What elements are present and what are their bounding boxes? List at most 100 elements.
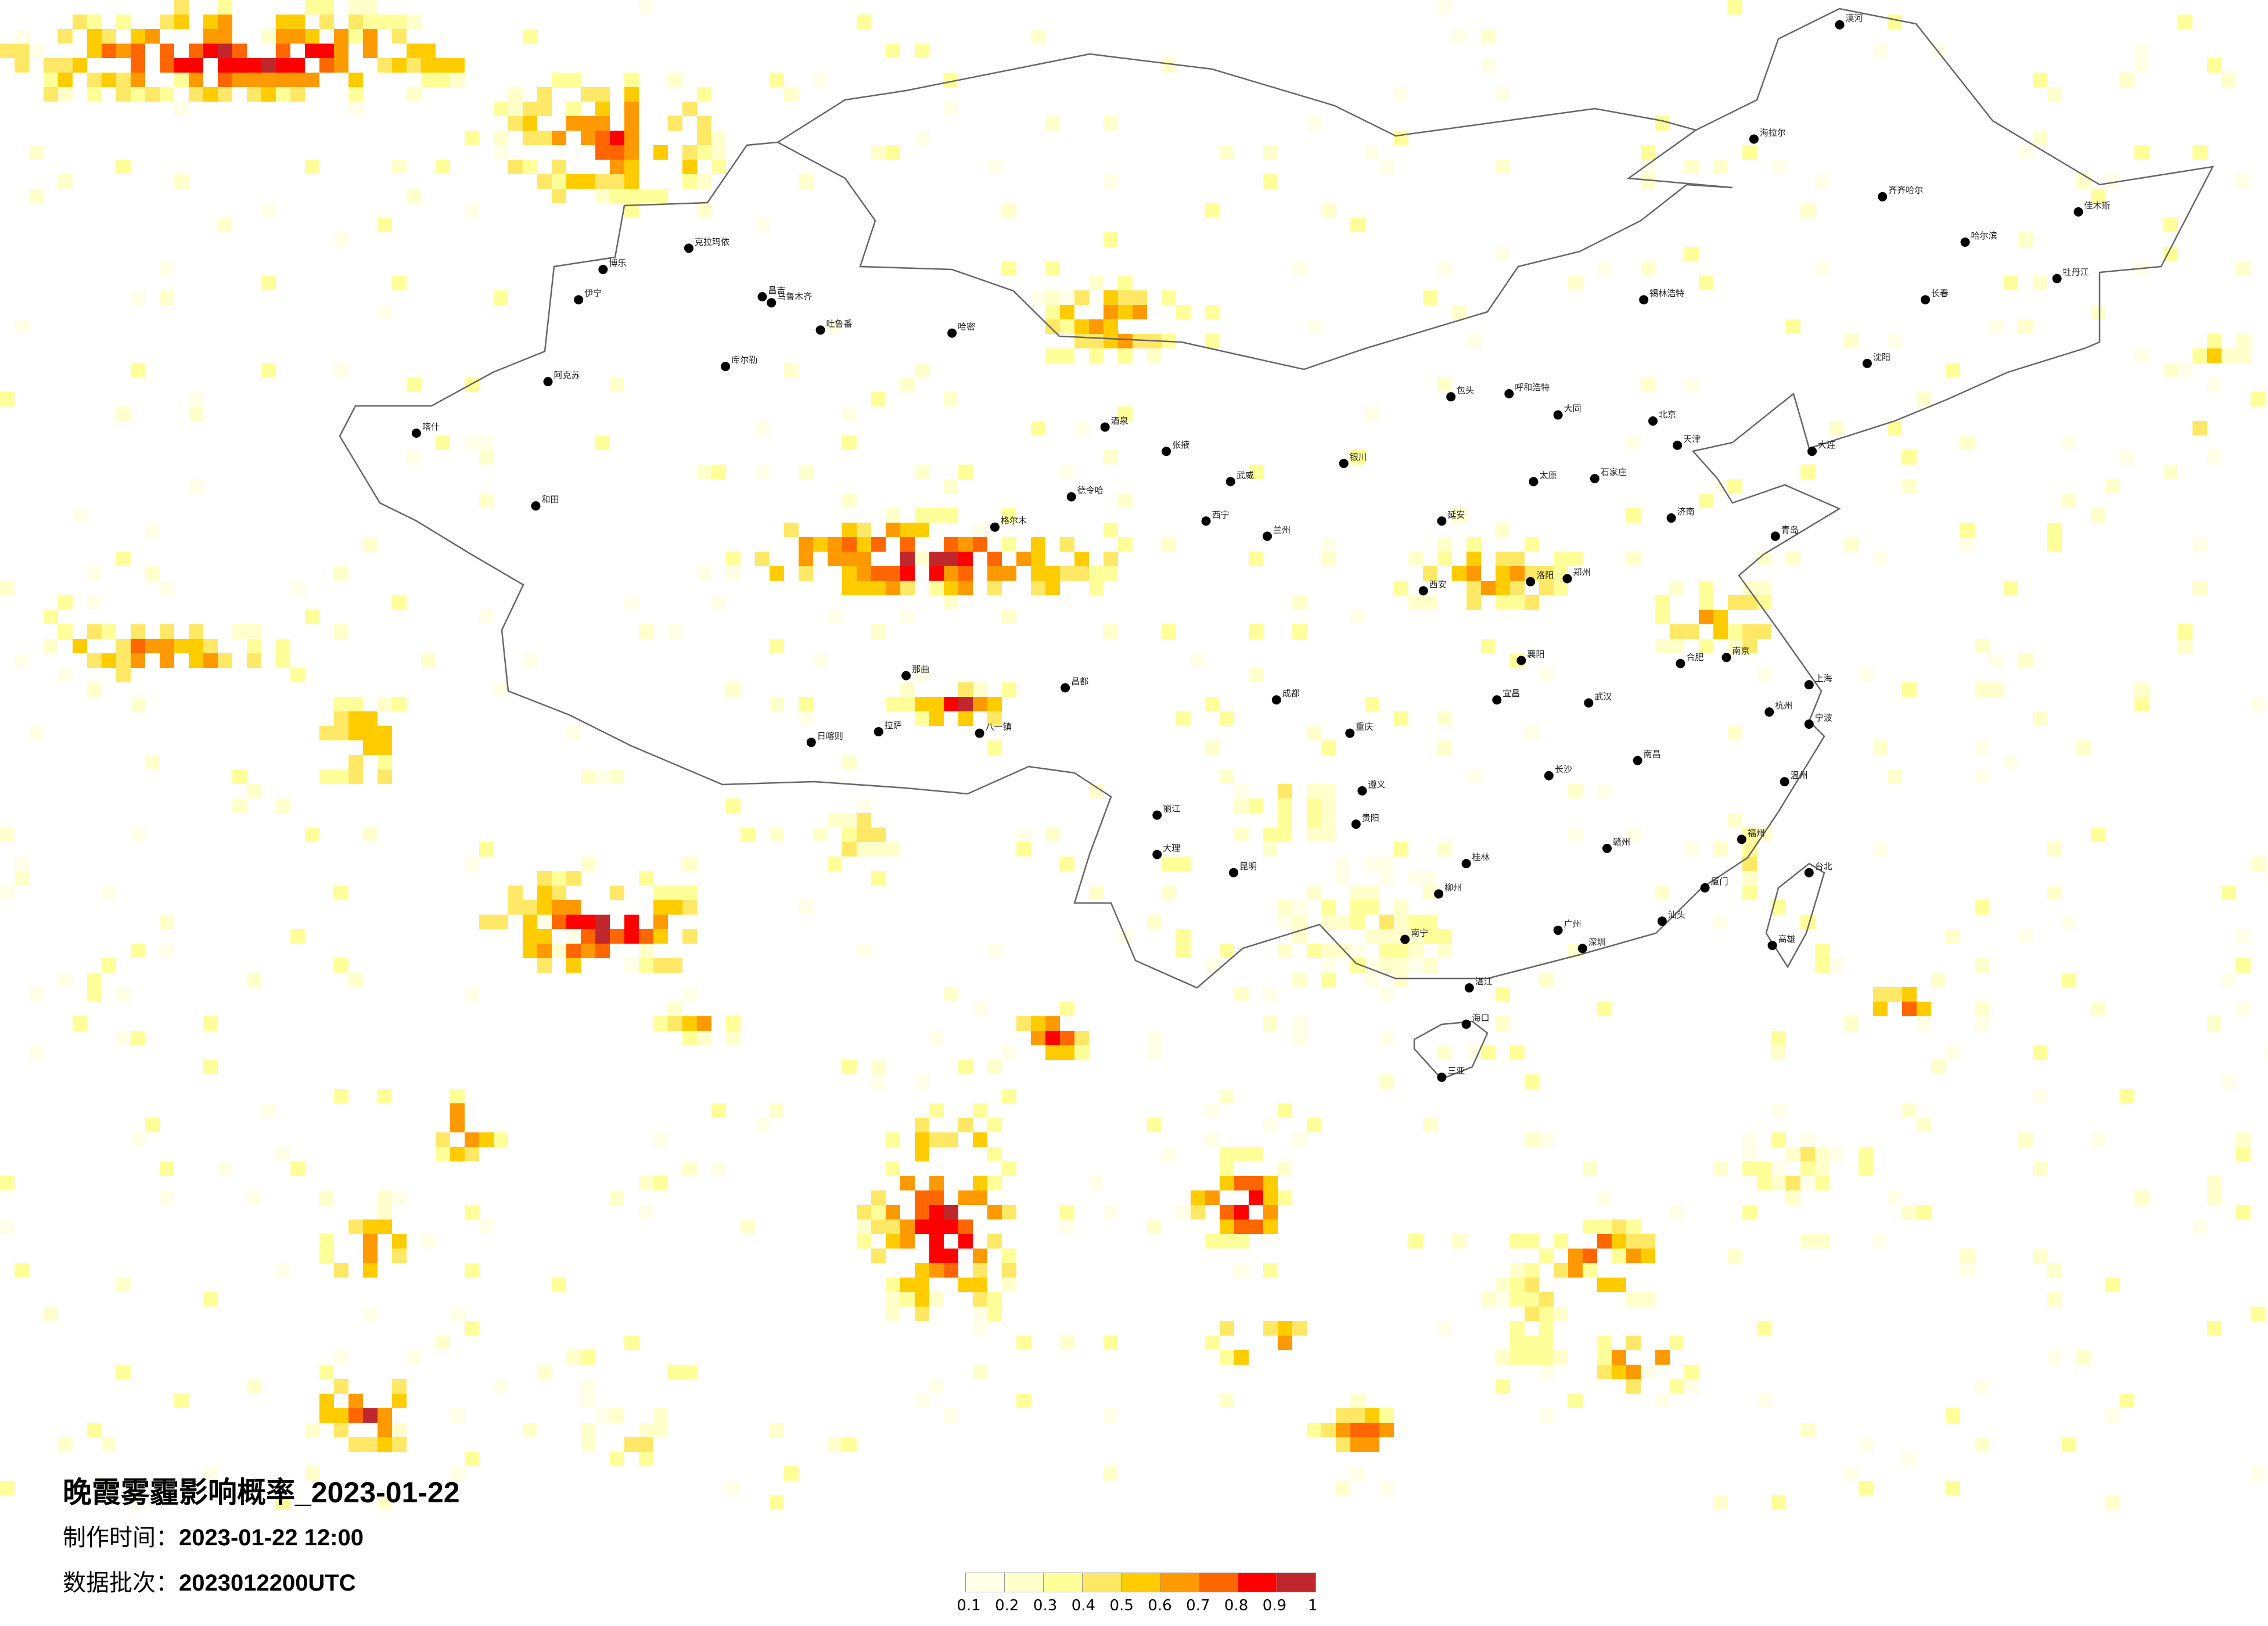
fog-cell (1815, 174, 1830, 189)
city-dot (1648, 416, 1658, 426)
fog-cell (1423, 929, 1437, 944)
city-label: 佳木斯 (2084, 200, 2111, 211)
fog-cell (276, 73, 290, 87)
fog-cell (624, 189, 639, 203)
city-label: 伊宁 (584, 288, 602, 298)
city-dot (1461, 859, 1471, 869)
fog-cell (305, 44, 319, 58)
fog-cell (1205, 1132, 1220, 1147)
fog-cell (566, 871, 581, 886)
fog-cell (378, 1220, 392, 1234)
city-label: 成都 (1282, 688, 1300, 699)
city-dot (1526, 577, 1536, 587)
city-dot (574, 295, 584, 305)
fog-cell (1626, 828, 1641, 842)
fog-cell (697, 566, 711, 581)
fog-cell (624, 116, 639, 131)
fog-cell (2076, 1350, 2091, 1365)
fog-cell (799, 711, 813, 726)
city-dot (1446, 392, 1456, 402)
fog-cell (1350, 610, 1365, 624)
fog-cell (218, 73, 232, 87)
fog-cell (1379, 987, 1394, 1002)
fog-cell (1684, 1365, 1699, 1379)
fog-cell (1742, 886, 1757, 900)
city-marker: 那曲 (901, 664, 929, 681)
fog-cell (581, 116, 595, 131)
fog-cell (537, 958, 552, 973)
city-label: 包头 (1457, 385, 1474, 395)
fog-cell (1467, 552, 1481, 566)
fog-cell (523, 102, 537, 116)
fog-cell (2105, 1408, 2120, 1423)
fog-cell (218, 218, 232, 232)
fog-cell (1525, 1074, 1539, 1089)
fog-cell (363, 1408, 378, 1423)
city-dot (1434, 889, 1444, 899)
fog-cell (639, 1423, 653, 1437)
fog-cell (1525, 595, 1539, 610)
fog-cell (1074, 319, 1089, 334)
fog-cell (1437, 377, 1452, 392)
fog-cell (1394, 87, 1408, 102)
fog-cell (1670, 639, 1684, 653)
fog-cell (1757, 1321, 1771, 1336)
fog-cell (1002, 1278, 1016, 1292)
fog-cell (1060, 348, 1074, 363)
fog-cell (1917, 1205, 1931, 1220)
fog-cell (682, 900, 697, 915)
city-dot (1584, 698, 1594, 708)
fog-cell (1191, 1205, 1205, 1220)
city-label: 宜昌 (1503, 688, 1520, 699)
fog-cell (1989, 319, 2004, 334)
fog-cell (2134, 1190, 2149, 1205)
fog-cell (87, 973, 102, 987)
fog-cell (987, 1307, 1002, 1321)
fog-cell (363, 537, 378, 552)
fog-cell (1060, 537, 1074, 552)
fog-cell (1437, 842, 1452, 857)
fog-cell (1031, 1031, 1045, 1045)
fog-cell (1583, 1263, 1597, 1278)
fog-cell (15, 319, 29, 334)
fog-cell (2033, 1161, 2047, 1176)
fog-cell (407, 189, 421, 203)
fog-cell (1481, 1045, 1496, 1060)
fog-cell (1902, 1002, 1917, 1016)
fog-cell (2236, 1147, 2251, 1161)
city-dot (1357, 786, 1367, 796)
fog-cell (697, 87, 711, 102)
fog-cell (1525, 1263, 1539, 1278)
city-marker: 洛阳 (1526, 570, 1554, 587)
fog-cell (1423, 958, 1437, 973)
fog-cell (610, 131, 624, 145)
fog-cell (290, 15, 305, 29)
fog-cell (2236, 334, 2251, 348)
fog-cell (1060, 1205, 1074, 1220)
fog-cell (1960, 436, 1975, 450)
fog-cell (595, 174, 610, 189)
fog-cell (319, 1249, 334, 1263)
fog-cell (2207, 1016, 2222, 1031)
fog-cell (1525, 1234, 1539, 1249)
fog-cell (1336, 1437, 1350, 1452)
fog-cell (1205, 305, 1220, 319)
fog-cell (494, 145, 508, 160)
fog-cell (131, 828, 145, 842)
city-label: 昌都 (1071, 676, 1088, 686)
fog-cell (1873, 740, 1888, 755)
fog-cell (944, 1249, 958, 1263)
fog-cell (334, 624, 348, 639)
fog-cell (1612, 1249, 1626, 1263)
fog-cell (58, 668, 73, 682)
fog-cell (639, 929, 653, 944)
fog-cell (378, 769, 392, 784)
fog-cell (711, 131, 726, 145)
city-marker: 伊宁 (574, 288, 602, 305)
fog-cell (1742, 1205, 1757, 1220)
fog-cell (1525, 1292, 1539, 1307)
fog-cell (871, 1249, 886, 1263)
fog-cell (1307, 726, 1321, 740)
fog-cell (276, 653, 290, 668)
fog-cell (1699, 639, 1713, 653)
